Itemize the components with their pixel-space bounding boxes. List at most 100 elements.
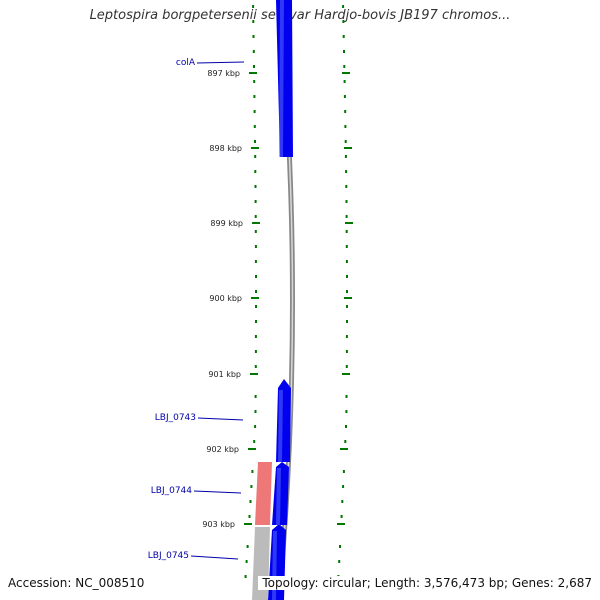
minor-tick [345,260,348,263]
major-tick [251,297,259,299]
minor-tick [343,50,345,53]
minor-tick [255,290,257,293]
minor-tick [344,155,347,158]
minor-tick [345,245,348,248]
major-tick [249,72,257,74]
minor-tick [254,260,257,263]
minor-tick [345,200,348,203]
minor-tick [345,230,348,233]
minor-tick [342,20,345,23]
kbp-label: 900 kbp [209,294,242,303]
minor-tick [250,485,253,488]
minor-tick [339,545,341,548]
minor-tick [343,65,346,68]
major-tick [250,373,258,375]
minor-tick [346,305,348,308]
gene-label[interactable]: LBJ_0743 [155,413,196,423]
feature-block-pink[interactable] [255,462,272,525]
map-title: Leptospira borgpetersenii serovar Hardjo… [89,8,511,23]
major-tick [252,222,260,224]
kbp-label: 903 kbp [202,520,235,529]
minor-tick [343,80,346,83]
gene-block-shading [276,468,281,525]
gene-label[interactable]: colA [176,58,196,68]
minor-tick [254,365,257,368]
gene-label[interactable]: LBJ_0745 [148,551,189,561]
minor-tick [254,155,257,158]
minor-tick [345,170,348,173]
minor-tick [254,350,257,353]
minor-tick [252,20,255,23]
minor-tick [346,290,348,293]
kbp-label: 899 kbp [210,219,243,228]
minor-tick [346,320,348,323]
label-layer: 897 kbp 898 kbp 899 kbp 900 kbp 901 kbp 902 k… [148,58,245,561]
minor-tick [254,410,257,413]
minor-tick [251,470,254,473]
accession-text: Accession: NC_008510 [8,576,145,590]
major-tick [340,448,348,450]
minor-tick [253,65,255,68]
minor-tick [345,185,348,188]
gene-label[interactable]: LBJ_0744 [151,486,193,496]
minor-tick [252,50,255,53]
minor-tick [252,5,255,8]
gene-block-colA[interactable] [276,0,293,157]
gene-leader-line [193,490,242,494]
minor-tick [248,515,251,518]
minor-tick [255,275,257,278]
minor-tick [246,545,249,548]
minor-tick [342,485,345,488]
minor-tick [345,410,348,413]
minor-tick [254,425,257,428]
minor-tick [252,35,255,38]
major-tick [344,147,352,149]
minor-tick [253,95,256,98]
minor-tick [254,395,257,398]
minor-tick [254,335,257,338]
gene-leader-line [196,61,245,64]
minor-tick [253,80,256,83]
kbp-label: 897 kbp [207,69,240,78]
minor-tick [344,140,347,143]
minor-tick [253,110,256,113]
minor-tick [341,500,344,503]
minor-tick [249,500,252,503]
minor-tick [254,140,256,143]
major-tick [342,72,350,74]
gene-block-shading [279,0,284,157]
kbp-label: 902 kbp [206,445,239,454]
minor-tick [344,440,347,443]
minor-tick [345,350,348,353]
major-tick [345,222,353,224]
minor-tick [244,575,247,578]
gene-leader-line [197,417,244,421]
major-tick [244,523,252,525]
feature-layer [252,0,293,600]
minor-tick [253,440,256,443]
minor-tick [254,215,257,218]
minor-tick [345,215,348,218]
minor-tick [255,305,257,308]
kbp-label: 901 kbp [208,370,241,379]
minor-tick [346,275,348,278]
minor-tick [254,170,257,173]
minor-tick [343,95,346,98]
major-tick [344,297,352,299]
minor-tick [345,365,348,368]
kbp-label: 898 kbp [209,144,242,153]
major-tick [342,373,350,375]
minor-tick [254,245,257,248]
minor-tick [344,125,347,128]
minor-tick [338,560,341,563]
minor-tick [342,470,345,473]
minor-tick [345,395,348,398]
minor-tick [255,320,257,323]
major-tick [251,147,259,149]
minor-tick [245,560,248,563]
gene-leader-line [190,555,239,560]
minor-tick [254,230,257,233]
major-tick [248,448,256,450]
minor-tick [340,515,343,518]
